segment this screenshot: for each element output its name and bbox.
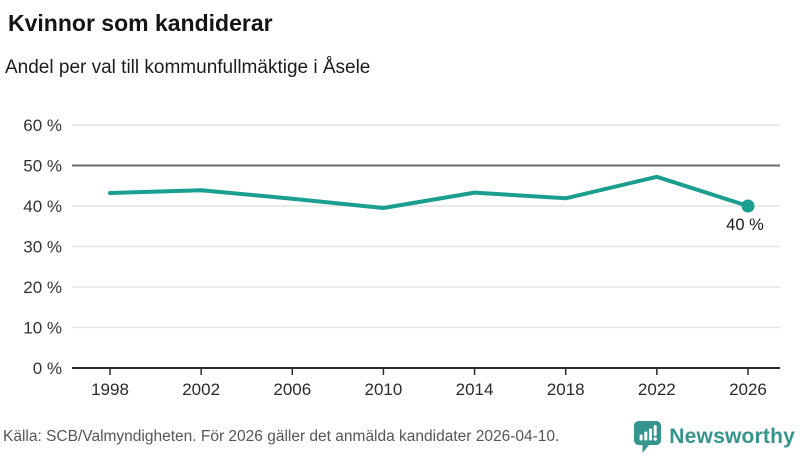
- x-tick-label: 2010: [365, 380, 403, 399]
- x-tick-label: 2002: [182, 380, 220, 399]
- x-tick-label: 2018: [547, 380, 585, 399]
- end-point-label: 40 %: [726, 216, 764, 234]
- y-tick-label: 30 %: [23, 238, 62, 257]
- y-tick-label: 60 %: [23, 116, 62, 135]
- end-point-marker: [741, 199, 755, 213]
- x-tick-label: 2006: [273, 380, 311, 399]
- chart-subtitle: Andel per val till kommunfullmäktige i Å…: [5, 56, 371, 78]
- x-tick-label: 2022: [638, 380, 676, 399]
- newsworthy-logo[interactable]: Newsworthy: [634, 421, 795, 453]
- trend-line: [108, 174, 750, 211]
- x-tick-label: 1998: [91, 380, 129, 399]
- newsworthy-speech-bubble-chart-icon: [634, 421, 662, 453]
- y-tick-label: 0 %: [33, 359, 62, 378]
- chart-title: Kvinnor som kandiderar: [8, 10, 273, 36]
- x-tick-label: 2014: [456, 380, 494, 399]
- y-tick-label: 20 %: [23, 278, 62, 297]
- y-tick-label: 10 %: [23, 319, 62, 338]
- source-note: Källa: SCB/Valmyndigheten. För 2026 gäll…: [3, 428, 560, 445]
- line-chart: 0 % 10 % 20 % 30 % 40 % 50 % 60 % 1998 2002 2006 2…: [23, 116, 780, 399]
- x-tick-label: 2026: [729, 380, 767, 399]
- brand-name: Newsworthy: [669, 425, 795, 448]
- y-tick-label: 50 %: [23, 157, 62, 176]
- chart-footer: Källa: SCB/Valmyndigheten. För 2026 gäll…: [3, 419, 795, 455]
- y-tick-label: 40 %: [23, 197, 62, 216]
